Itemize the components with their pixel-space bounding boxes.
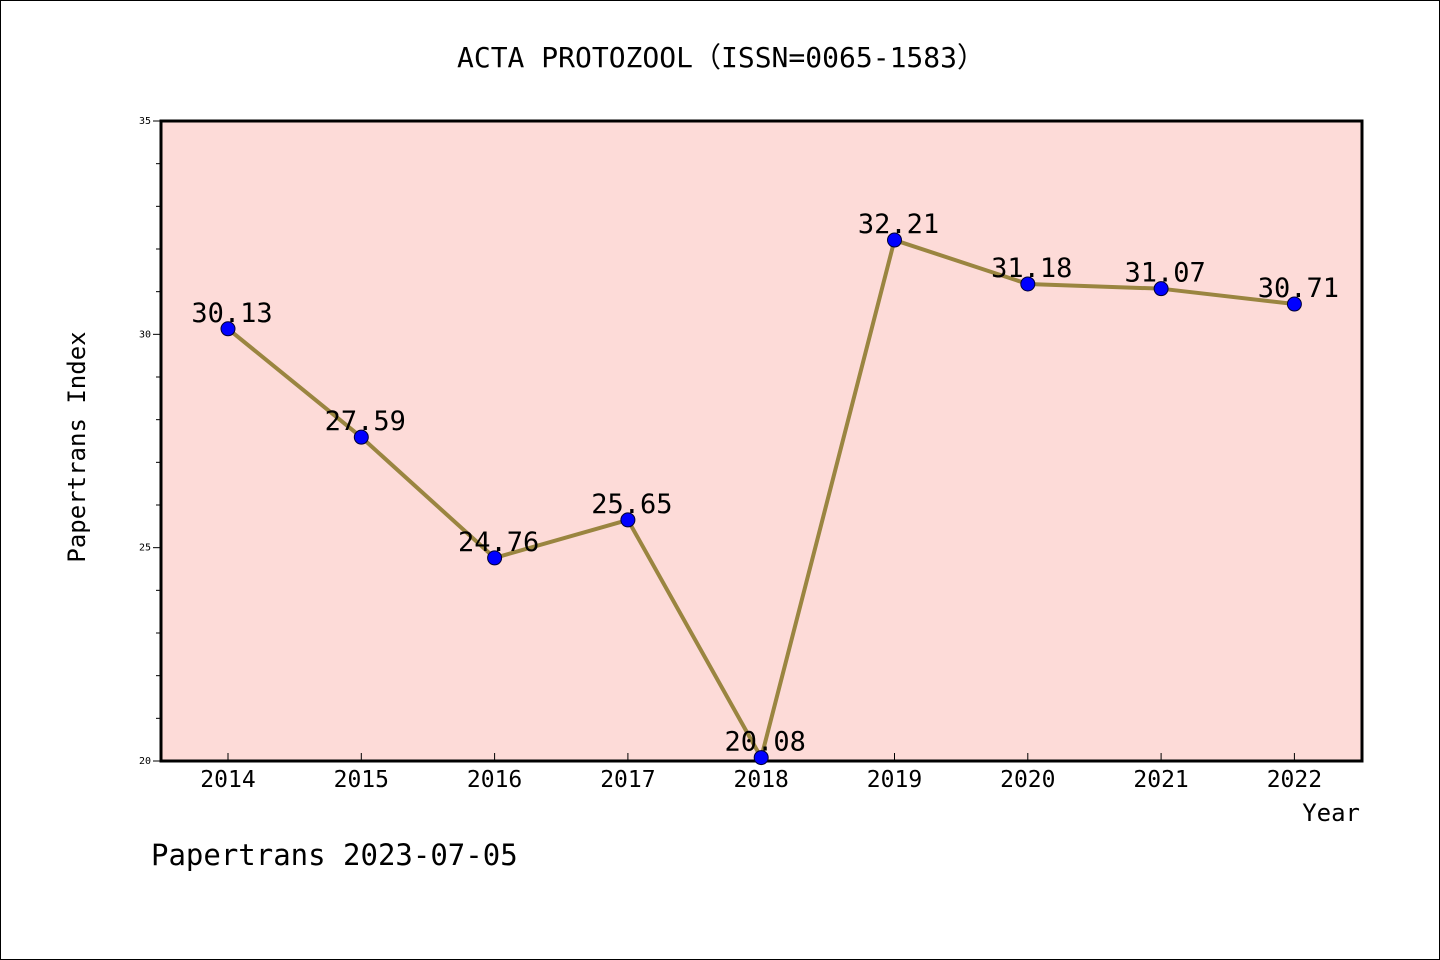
x-tick-label: 2019 bbox=[867, 767, 922, 793]
data-point bbox=[1153, 281, 1169, 297]
x-tick-label: 2017 bbox=[600, 767, 655, 793]
x-tick-label: 2014 bbox=[200, 767, 255, 793]
data-label: 20.08 bbox=[725, 727, 806, 758]
data-labels: 30.13 27.59 24.76 25.65 20.08 32.21 31.18 31.07… bbox=[191, 209, 1339, 758]
y-axis-label: Papertrans Index bbox=[63, 331, 91, 562]
x-tick-label: 2016 bbox=[467, 767, 522, 793]
data-label: 32.21 bbox=[858, 209, 939, 240]
data-label: 30.13 bbox=[191, 298, 272, 329]
x-axis: 2014 2015 2016 2017 2018 2019 2020 2021 2022 bbox=[200, 753, 1322, 793]
y-tick-label: 35 bbox=[139, 116, 151, 127]
data-label: 31.07 bbox=[1124, 258, 1205, 289]
data-point bbox=[487, 550, 503, 566]
data-points bbox=[220, 232, 1302, 766]
data-label: 30.71 bbox=[1258, 273, 1339, 304]
data-point bbox=[1020, 276, 1036, 292]
data-point bbox=[887, 232, 902, 248]
x-tick-label: 2020 bbox=[1000, 767, 1055, 793]
x-tick-label: 2018 bbox=[734, 767, 789, 793]
data-point bbox=[1286, 296, 1302, 312]
x-tick-label: 2021 bbox=[1133, 767, 1188, 793]
data-label: 25.65 bbox=[591, 489, 672, 520]
y-tick-label: 25 bbox=[139, 543, 151, 554]
y-tick-label: 30 bbox=[139, 329, 151, 340]
x-tick-label: 2015 bbox=[334, 767, 389, 793]
x-tick-label: 2022 bbox=[1267, 767, 1322, 793]
data-label: 31.18 bbox=[991, 253, 1072, 284]
x-axis-label: Year bbox=[1302, 799, 1360, 827]
y-tick-label: 20 bbox=[139, 756, 151, 767]
data-point bbox=[753, 750, 769, 766]
footer-caption: Papertrans 2023-07-05 bbox=[151, 838, 518, 872]
y-axis: 20 25 30 35 bbox=[139, 116, 161, 767]
plot-area bbox=[159, 119, 1364, 763]
data-point bbox=[620, 512, 636, 528]
chart-title: ACTA PROTOZOOL（ISSN=0065-1583） bbox=[457, 41, 985, 74]
data-label: 24.76 bbox=[458, 527, 539, 558]
data-point bbox=[353, 429, 369, 445]
data-label: 27.59 bbox=[325, 406, 406, 437]
data-point bbox=[220, 321, 236, 337]
